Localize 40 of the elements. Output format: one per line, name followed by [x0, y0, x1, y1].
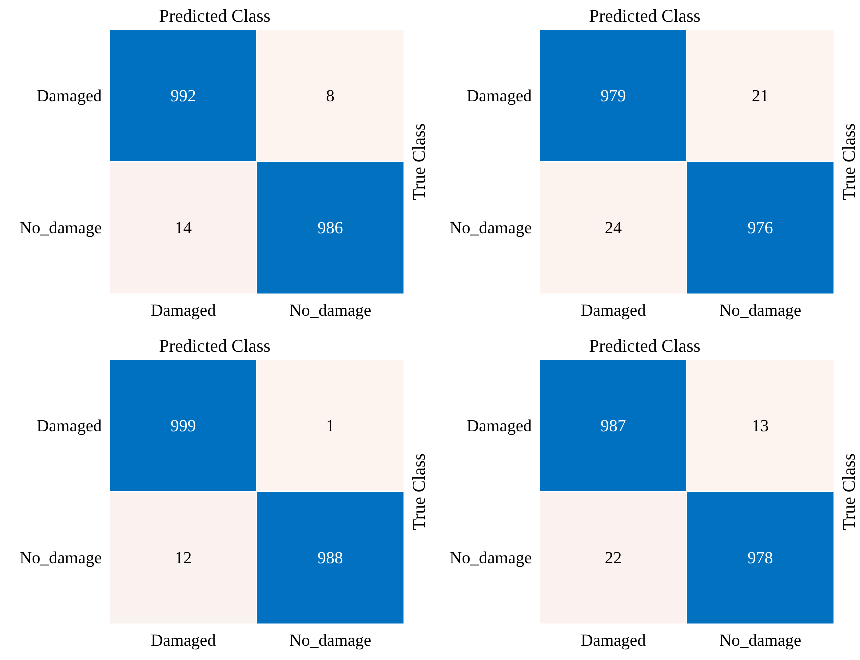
data-label: 986	[318, 218, 344, 238]
y-tick-label: Damaged	[466, 86, 532, 106]
x-tick-label: No_damage	[289, 631, 372, 650]
y-tick-label: No_damage	[450, 218, 532, 238]
data-label: 14	[175, 218, 192, 238]
y-tick-label: Damaged	[36, 416, 102, 436]
y-axis-title: True Class	[839, 454, 859, 530]
data-label: 976	[748, 218, 774, 238]
data-label: 24	[605, 218, 622, 238]
y-axis-title: True Class	[409, 454, 429, 530]
data-label: 8	[326, 86, 335, 106]
x-tick-label: Damaged	[580, 631, 647, 650]
x-tick-label: No_damage	[719, 301, 802, 320]
x-tick-label: No_damage	[289, 301, 372, 320]
x-axis-title: Predicted Class	[589, 336, 701, 356]
data-label: 988	[318, 548, 344, 568]
x-tick-label: Damaged	[150, 631, 217, 650]
x-axis-title: Predicted Class	[159, 6, 271, 26]
y-tick-label: No_damage	[450, 548, 532, 568]
y-tick-label: No_damage	[20, 548, 102, 568]
x-tick-label: No_damage	[719, 631, 802, 650]
x-tick-label: Damaged	[150, 301, 217, 320]
y-tick-label: No_damage	[20, 218, 102, 238]
data-label: 22	[605, 548, 622, 568]
x-axis-title: Predicted Class	[159, 336, 271, 356]
data-label: 979	[600, 86, 626, 106]
data-label: 13	[752, 416, 769, 436]
y-tick-label: Damaged	[466, 416, 532, 436]
y-tick-label: Damaged	[36, 86, 102, 106]
data-label: 978	[748, 548, 774, 568]
data-label: 1	[326, 416, 335, 436]
data-label: 987	[600, 416, 627, 436]
data-label: 992	[170, 86, 196, 106]
x-tick-label: Damaged	[580, 301, 647, 320]
y-axis-title: True Class	[839, 124, 859, 200]
x-axis-title: Predicted Class	[589, 6, 701, 26]
data-label: 999	[170, 416, 196, 436]
data-label: 21	[752, 86, 769, 106]
data-label: 12	[175, 548, 192, 568]
y-axis-title: True Class	[409, 124, 429, 200]
